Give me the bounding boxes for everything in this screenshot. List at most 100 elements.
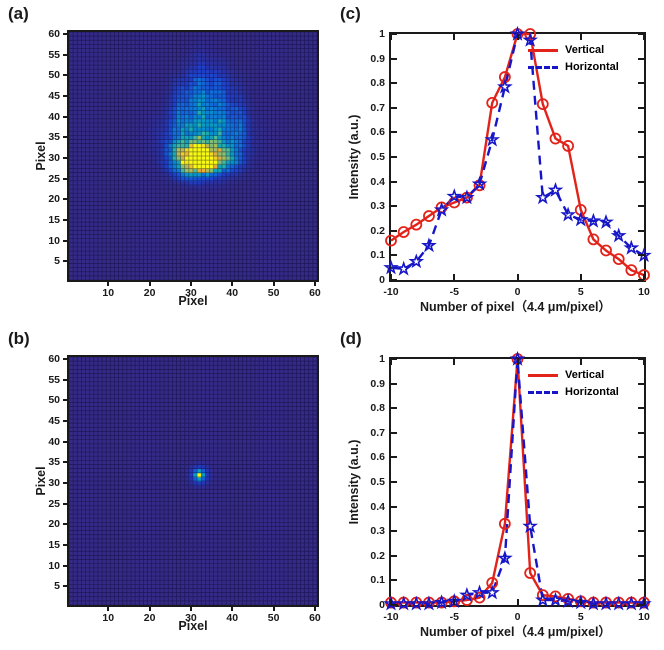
panel-a-label: (a) (8, 4, 29, 23)
x-tick-label: 0 (514, 611, 521, 623)
star-marker (585, 212, 602, 228)
y-tick (391, 279, 397, 281)
y-tick-right (638, 431, 644, 434)
x-tick-label: 60 (309, 287, 321, 299)
y-tick-label: 20 (48, 193, 60, 206)
y-tick (63, 461, 67, 464)
y-tick (391, 530, 397, 533)
star-marker (421, 595, 437, 611)
y-tick (63, 358, 67, 361)
x-tick-label: 10 (102, 612, 115, 624)
star-marker (421, 237, 437, 253)
star-marker (433, 201, 450, 217)
y-tick (391, 505, 397, 508)
y-tick-label: 5 (54, 255, 60, 268)
x-tick-label: 5 (577, 611, 584, 623)
x-tick (107, 282, 110, 286)
y-tick-label: 0.7 (370, 101, 385, 114)
y-tick-label: 60 (48, 353, 60, 366)
y-tick-right (638, 229, 644, 232)
x-tick-label: 10 (102, 287, 115, 299)
y-tick-label: 1 (379, 353, 385, 365)
y-tick (63, 523, 67, 526)
panel-c-label: (c) (340, 4, 361, 23)
x-tick (189, 282, 192, 286)
x-tick (453, 274, 456, 280)
star-marker (408, 595, 425, 611)
panel-b-heatmap (69, 357, 317, 605)
y-tick-label: 5 (54, 580, 60, 593)
star-marker (560, 206, 576, 222)
y-tick (391, 554, 397, 557)
x-tick-top (516, 34, 519, 40)
y-tick (63, 399, 67, 402)
y-tick-label: 0.9 (370, 52, 385, 65)
y-tick-label: 0 (379, 599, 385, 611)
y-tick (63, 115, 67, 118)
panel-d: (d) Intensity (a.u.) Vertical Horizontal… (332, 325, 664, 650)
circle-marker (498, 517, 511, 530)
y-tick-label: 35 (48, 131, 60, 144)
y-tick (391, 180, 397, 183)
panel-d-plot-area (389, 357, 646, 607)
x-tick-label: 10 (638, 286, 650, 298)
circle-marker (612, 253, 625, 265)
y-tick (391, 254, 397, 257)
panel-b: (b) Pixel Pixel 10 20 30 40 50 60 5 10 15 20 25 30 3… (0, 325, 332, 650)
star-marker (547, 181, 564, 197)
circle-marker (410, 218, 423, 231)
x-tick (579, 274, 582, 280)
y-tick (63, 219, 67, 222)
y-tick-label: 0.2 (370, 549, 385, 562)
x-tick-label: 50 (267, 612, 280, 624)
x-tick-top (579, 34, 582, 40)
x-tick (516, 599, 519, 605)
y-tick-label: 0.8 (370, 77, 385, 90)
y-tick-right (638, 481, 644, 483)
star-marker (395, 595, 412, 611)
y-tick-right (638, 131, 644, 134)
circle-marker (397, 226, 410, 238)
y-tick-right (638, 254, 644, 257)
circle-marker (549, 590, 562, 603)
x-tick-top (453, 34, 456, 40)
y-tick-label: 0.5 (370, 476, 385, 488)
y-tick-label: 0.4 (370, 500, 385, 513)
y-tick-right (638, 156, 644, 158)
panel-d-label: (d) (340, 329, 362, 348)
panel-a-y-axis-label: Pixel (34, 141, 48, 171)
y-tick-label: 55 (48, 48, 60, 61)
x-tick (579, 599, 582, 605)
y-tick (63, 585, 67, 588)
x-tick-label: 20 (143, 612, 156, 624)
star-marker (636, 247, 652, 263)
x-tick (390, 274, 392, 280)
x-tick-label: 0 (514, 286, 521, 298)
panel-a-heatmap (69, 32, 317, 280)
star-marker (459, 587, 475, 602)
star-marker (598, 213, 614, 229)
y-tick-label: 0.6 (370, 126, 385, 139)
y-tick (391, 382, 397, 385)
x-tick (313, 282, 316, 286)
x-tick-label: 10 (638, 611, 650, 623)
y-tick (63, 198, 67, 201)
legend-entry-vertical: Vertical (528, 44, 619, 56)
y-tick-right (638, 554, 644, 557)
y-tick (391, 156, 397, 158)
y-tick-label: 1 (379, 28, 385, 40)
legend-label-horizontal: Horizontal (565, 386, 619, 398)
x-tick-top (643, 34, 645, 40)
panel-c-y-axis-label: Intensity (a.u.) (347, 114, 361, 200)
star-marker (636, 595, 652, 611)
star-marker (446, 188, 463, 204)
star-marker (459, 189, 475, 205)
y-tick-label: 0.6 (370, 451, 385, 464)
x-tick-label: 40 (226, 612, 239, 624)
x-tick (516, 274, 519, 280)
y-tick-label: 25 (48, 497, 60, 510)
y-tick (63, 378, 67, 381)
x-tick (148, 282, 151, 286)
x-tick (189, 607, 192, 611)
